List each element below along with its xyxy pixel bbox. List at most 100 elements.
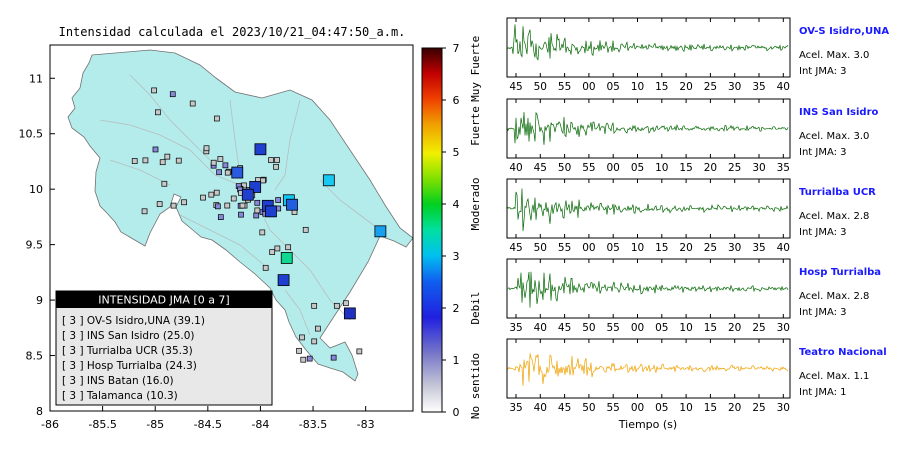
waveform-trace — [507, 271, 789, 308]
station-small-marker — [216, 169, 222, 176]
colorbar-label: Muy Fuerte — [469, 36, 482, 102]
colorbar: 0 1 2 3 4 5 6 7 No sentido Debil Moderado Fuerte Mu… — [421, 36, 482, 419]
station-small-marker — [170, 202, 177, 209]
station-marker — [374, 225, 387, 238]
station-small-marker — [302, 226, 309, 233]
waveform-tick-label: 15 — [679, 162, 692, 174]
waveform-acel-max: Acel. Max. 2.8 — [799, 291, 869, 302]
station-small-marker — [210, 159, 217, 166]
waveform-tick-label: 00 — [631, 402, 644, 414]
waveform-tick-label: 35 — [752, 242, 765, 254]
colorbar-tick-label: 0 — [453, 406, 460, 419]
map-y-tick-label: 11 — [29, 72, 43, 85]
waveform-tick-label: 40 — [777, 242, 790, 254]
waveform-tick-label: 20 — [728, 322, 741, 334]
waveform-tick-label: 30 — [728, 242, 741, 254]
colorbar-label: Moderado — [469, 178, 482, 231]
station-small-marker — [311, 302, 318, 309]
colorbar-label: Fuerte — [469, 106, 482, 146]
map-y-tick-label: 10.5 — [19, 128, 44, 141]
station-small-marker — [296, 347, 302, 354]
waveform-panels: 45 50 55 00 05 10 15 20 25 30 35 40 OV-S Isidro,UNA A… — [506, 17, 889, 414]
waveform-tick-label: 15 — [704, 322, 717, 334]
waveform-acel-max: Acel. Max. 2.8 — [799, 211, 869, 222]
waveform-tick-label: 05 — [607, 242, 620, 254]
waveform-tick-label: 05 — [631, 162, 644, 174]
station-small-marker — [269, 249, 276, 255]
waveform-tick-label: 35 — [509, 402, 522, 414]
colorbar-tick-label: 4 — [453, 198, 460, 211]
station-marker — [286, 198, 298, 211]
station-small-marker — [217, 214, 224, 220]
station-small-marker — [159, 159, 166, 166]
waveform-tick-label: 55 — [558, 81, 571, 93]
legend-title: INTENSIDAD JMA [0 a 7] — [98, 294, 229, 307]
station-small-marker — [214, 115, 220, 122]
station-small-marker — [181, 199, 187, 206]
waveform-panel: 35 40 45 50 55 00 05 10 15 20 25 30 Teatro Nacional A… — [506, 338, 887, 414]
waveform-trace — [507, 111, 789, 145]
colorbar-label: No sentido — [469, 353, 482, 419]
waveform-tick-label: 45 — [509, 81, 522, 93]
waveform-tick-label: 05 — [655, 402, 668, 414]
station-small-marker — [161, 180, 168, 187]
map-y-tick-label: 8 — [36, 405, 43, 418]
station-small-marker — [214, 203, 221, 210]
station-small-marker — [224, 169, 231, 176]
waveform-tick-label: 40 — [534, 322, 547, 334]
waveform-tick-label: 30 — [777, 322, 790, 334]
waveform-tick-label: 10 — [631, 81, 644, 93]
waveform-int-jma: Int JMA: 3 — [799, 147, 847, 158]
station-small-marker — [254, 199, 261, 206]
colorbar-tick-label: 5 — [453, 146, 460, 159]
waveform-tick-label: 10 — [631, 242, 644, 254]
station-small-marker — [164, 153, 171, 160]
station-marker — [343, 307, 356, 320]
map-x-tick-label: -86 — [41, 418, 59, 431]
waveform-acel-max: Acel. Max. 3.0 — [799, 50, 869, 61]
legend-row: [ 3 ] OV-S Isidro,UNA (39.1) — [62, 315, 205, 327]
station-small-marker — [262, 264, 269, 271]
station-small-marker — [222, 162, 229, 169]
waveform-tick-label: 05 — [655, 322, 668, 334]
waveform-station-name: Teatro Nacional — [799, 347, 887, 358]
waveform-panel: 45 50 55 00 05 10 15 20 25 30 35 40 Turrialba UCR Ace… — [506, 178, 876, 254]
waveform-tick-label: 50 — [582, 402, 595, 414]
station-marker — [280, 252, 293, 264]
waveform-int-jma: Int JMA: 3 — [799, 227, 847, 238]
waveform-tick-label: 55 — [607, 402, 620, 414]
waveform-tick-label: 35 — [509, 322, 522, 334]
station-marker — [265, 205, 277, 218]
station-marker — [277, 274, 290, 287]
waveform-tick-label: 00 — [582, 242, 595, 254]
waveform-tick-label: 00 — [607, 162, 620, 174]
waveform-tick-label: 50 — [534, 81, 547, 93]
waveform-acel-max: Acel. Max. 1.1 — [799, 371, 869, 382]
waveform-tick-label: 20 — [679, 81, 692, 93]
legend-row: [ 3 ] INS Batan (16.0) — [62, 375, 174, 387]
station-small-marker — [315, 325, 321, 332]
waveform-tick-label: 15 — [704, 402, 717, 414]
waveform-tick-label: 20 — [704, 162, 717, 174]
waveform-tick-label: 45 — [558, 322, 571, 334]
colorbar-tick-label: 7 — [453, 42, 460, 55]
station-small-marker — [259, 229, 266, 236]
waveform-tick-label: 10 — [679, 322, 692, 334]
map-x-tick-label: -85.5 — [88, 418, 116, 431]
waveform-tick-label: 10 — [655, 162, 668, 174]
waveform-station-name: Turrialba UCR — [799, 187, 876, 198]
waveform-tick-label: 25 — [752, 322, 765, 334]
waveform-tick-label: 05 — [607, 81, 620, 93]
map-title: Intensidad calculada el 2023/10/21_04:47… — [59, 25, 406, 39]
map-y-ticks: 11 10.5 10 9.5 9 8.5 8 — [19, 72, 55, 418]
map-y-tick-label: 9 — [36, 294, 43, 307]
waveform-tick-label: 50 — [582, 322, 595, 334]
waveform-tick-label: 10 — [679, 402, 692, 414]
station-small-marker — [239, 202, 246, 209]
station-small-marker — [200, 194, 206, 201]
waveform-tick-label: 30 — [777, 402, 790, 414]
rivers-and-roads — [99, 74, 381, 336]
station-small-marker — [213, 189, 220, 196]
station-small-marker — [285, 244, 292, 251]
map-legend: INTENSIDAD JMA [0 a 7] [ 3 ] OV-S Isidro… — [55, 290, 273, 406]
